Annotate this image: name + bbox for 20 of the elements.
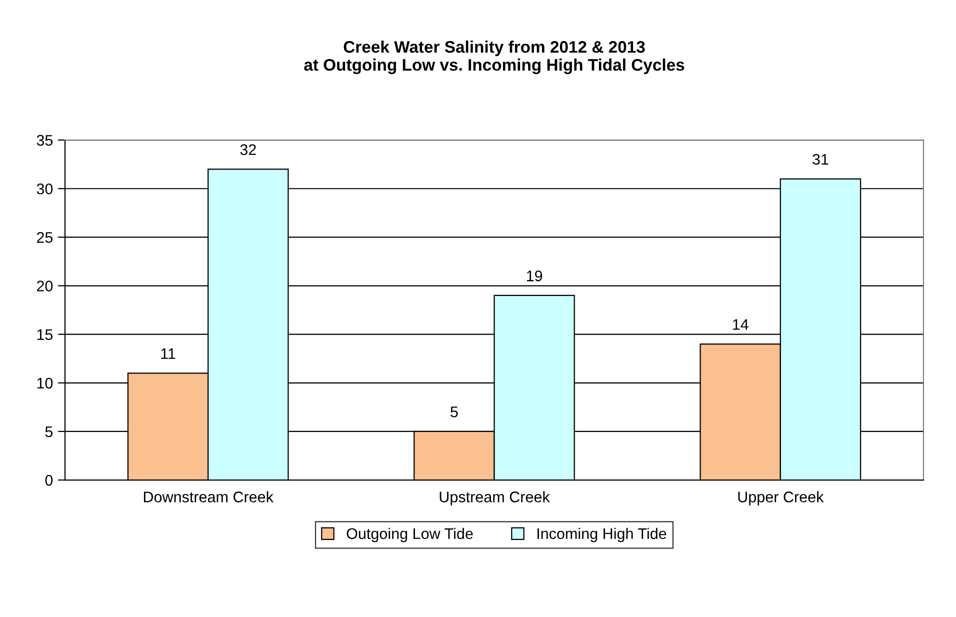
data-label: 19 [526,270,542,282]
y-tick-label: 20 [36,280,53,292]
y-tick-label: 25 [36,232,53,243]
legend-label: Incoming High Tide [538,528,666,542]
x-tick-label: Upstream Creek [440,491,550,506]
data-label: 5 [450,406,458,418]
x-tick-label: Downstream Creek [144,491,274,502]
y-tick-label: 0 [45,474,53,486]
data-label: 11 [161,348,176,359]
legend-label: Outgoing Low Tide [346,528,473,542]
data-label: 32 [240,144,256,156]
data-label: 14 [733,319,748,330]
y-tick-label: 35 [36,134,53,146]
data-label: 31 [812,154,828,165]
y-tick-label: 10 [37,378,53,389]
chart-title: Creek Water Salinity from 2012 & 2013 at Outgoing Low vs. Incoming High Tidal Cycles [304,40,684,74]
x-tick-label: Upper Creek [738,491,824,506]
y-tick-label: 30 [36,183,53,194]
y-tick-label: 15 [37,329,53,340]
y-tick-label: 5 [45,426,53,438]
